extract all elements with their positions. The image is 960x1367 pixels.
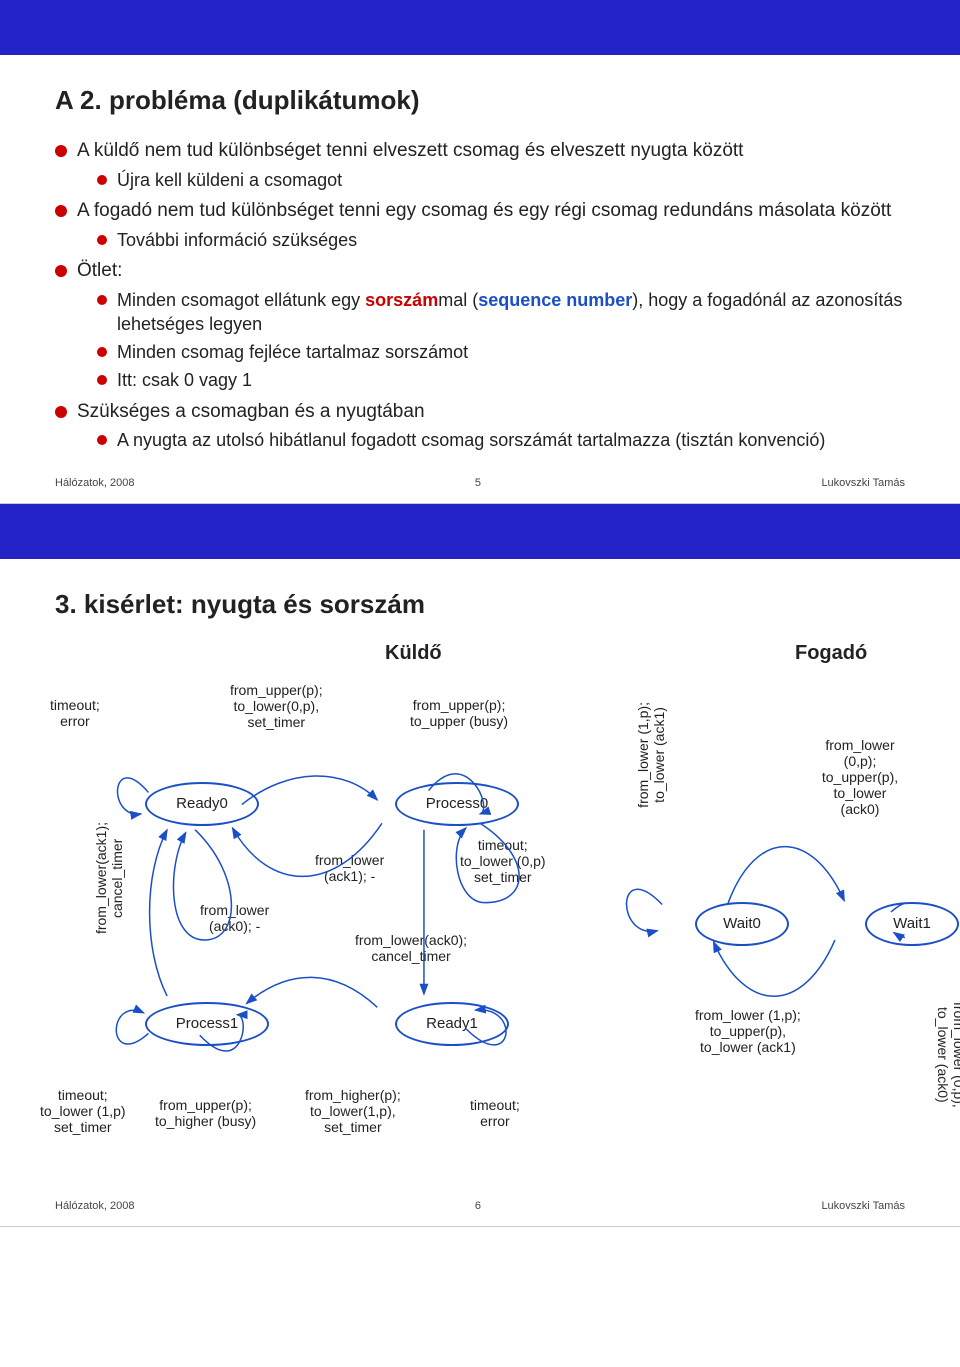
slide2-banner [0,504,960,559]
footer-right: Lukovszki Tamás [821,477,905,489]
footer-left: Hálózatok, 2008 [55,1200,135,1212]
lbl-from-upper-set-timer: from_upper(p); to_lower(0,p), set_timer [230,682,323,730]
bullet-item: A fogadó nem tud különbséget tenni egy c… [55,198,905,252]
lbl-timeout-error-br: timeout; error [470,1097,520,1129]
state-ready1: Ready1 [395,1002,509,1046]
slide1-footer: Hálózatok, 2008 5 Lukovszki Tamás [0,469,960,493]
state-wait0: Wait0 [695,902,789,946]
col-title-sender: Küldő [385,642,442,665]
lbl-from-lower-ack0-cancel: from_lower(ack0); cancel_timer [355,932,467,964]
slide-2: 3. kisérlet: nyugta és sorszám Küldő Fog… [0,504,960,1227]
lbl-from-upper-tohigher-busy: from_upper(p); to_higher (busy) [155,1097,256,1129]
lbl-timeout-error-tl: timeout; error [50,697,100,729]
subbullet-item: Minden csomag fejléce tartalmaz sorszámo… [97,340,905,364]
lbl-from-lower-0p-toupper: from_lower (0,p); to_upper(p), to_lower … [815,737,905,817]
bullet-item: Szükséges a csomagban és a nyugtábanA ny… [55,399,905,453]
lbl-timeout-tolower0: timeout; to_lower (0,p) set_timer [460,837,546,885]
bullet-item: A küldő nem tud különbséget tenni elvesz… [55,138,905,192]
lbl-from-lower-1p-ack1: from_lower (1,p); to_lower (ack1) [635,702,667,808]
slide1-bullets: A küldő nem tud különbséget tenni elvesz… [55,138,905,453]
footer-page: 6 [475,1200,481,1212]
subbullet-item: Minden csomagot ellátunk egy sorszámmal … [97,288,905,337]
footer-right: Lukovszki Tamás [821,1200,905,1212]
subbullet-item: A nyugta az utolsó hibátlanul fogadott c… [97,428,905,452]
footer-page: 5 [475,477,481,489]
slide2-footer: Hálózatok, 2008 6 Lukovszki Tamás [0,1192,960,1216]
lbl-from-lower-0p-ack0: from_lower (0,p); to_lower (ack0) [935,1002,960,1108]
subbullet-item: További információ szükséges [97,228,905,252]
lbl-timeout-tolower1: timeout; to_lower (1,p) set_timer [40,1087,126,1135]
subbullet-item: Itt: csak 0 vagy 1 [97,368,905,392]
state-process1: Process1 [145,1002,269,1046]
subbullet-item: Újra kell küldeni a csomagot [97,168,905,192]
lbl-from-upper-busy: from_upper(p); to_upper (busy) [410,697,508,729]
slide1-title: A 2. probléma (duplikátumok) [55,85,905,116]
state-ready0: Ready0 [145,782,259,826]
slide1-banner [0,0,960,55]
lbl-from-lower-ack1-dash: from_lower (ack1); - [315,852,384,884]
lbl-from-higher-tolower1: from_higher(p); to_lower(1,p), set_timer [305,1087,401,1135]
state-diagram: Küldő Fogadó Ready0 Process0 Process1 Re… [55,642,905,1182]
slide-1: A 2. probléma (duplikátumok) A küldő nem… [0,0,960,504]
footer-left: Hálózatok, 2008 [55,477,135,489]
state-process0: Process0 [395,782,519,826]
slide2-title: 3. kisérlet: nyugta és sorszám [55,589,905,620]
bullet-item: Ötlet:Minden csomagot ellátunk egy sorsz… [55,258,905,393]
lbl-from-lower-ack0-dash: from_lower (ack0); - [200,902,269,934]
col-title-receiver: Fogadó [795,642,867,665]
lbl-from-lower-ack1-cancel: from_lower(ack1); cancel_timer [93,822,125,934]
lbl-from-lower-1p-toupper: from_lower (1,p); to_upper(p), to_lower … [695,1007,801,1055]
state-wait1: Wait1 [865,902,959,946]
